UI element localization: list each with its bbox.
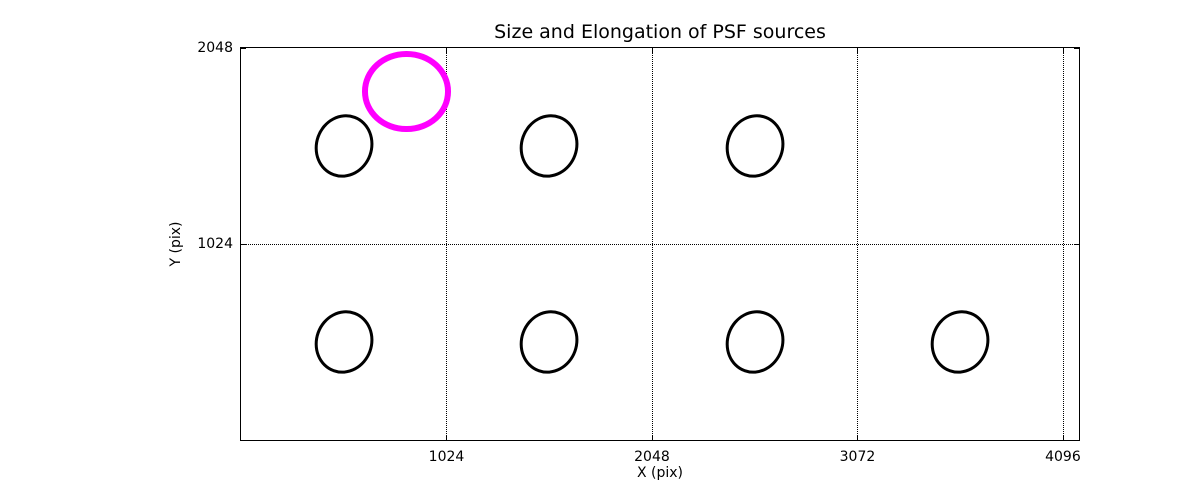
y-tick-label: 1024	[197, 236, 233, 252]
x-tick-mark-top	[1062, 48, 1064, 53]
x-tick-mark-bottom	[651, 435, 653, 440]
psf-ellipse	[510, 105, 588, 187]
x-tick-mark-top	[857, 48, 859, 53]
y-tick-mark-right	[1074, 48, 1079, 49]
x-tick-mark-top	[446, 48, 448, 53]
x-tick-mark-bottom	[446, 435, 448, 440]
y-tick-mark-right	[1074, 244, 1079, 245]
grid-line-horizontal	[241, 244, 1079, 245]
plot-area: 1024 2048 3072 4096 1024 2048	[197, 40, 1080, 465]
psf-ellipse	[305, 105, 383, 187]
psf-ellipse	[716, 105, 794, 187]
x-tick-label: 2048	[634, 449, 670, 465]
y-tick-mark-left	[241, 48, 246, 49]
x-tick-label: 4096	[1045, 449, 1081, 465]
y-tick-mark-left	[241, 244, 246, 245]
y-tick-label: 2048	[197, 40, 233, 56]
highlighted-psf-ellipse	[362, 51, 451, 132]
x-tick-mark-bottom	[1062, 435, 1064, 440]
psf-ellipse	[510, 301, 588, 383]
psf-ellipse	[921, 301, 999, 383]
x-tick-label: 1024	[428, 449, 465, 465]
x-tick-label: 3072	[839, 449, 876, 465]
x-tick-mark-bottom	[857, 435, 859, 440]
x-tick-mark-top	[651, 48, 653, 53]
psf-ellipse	[305, 301, 383, 383]
psf-ellipse	[716, 301, 794, 383]
x-axis-label: X (pix)	[636, 465, 684, 481]
chart-title: Size and Elongation of PSF sources	[494, 21, 826, 43]
